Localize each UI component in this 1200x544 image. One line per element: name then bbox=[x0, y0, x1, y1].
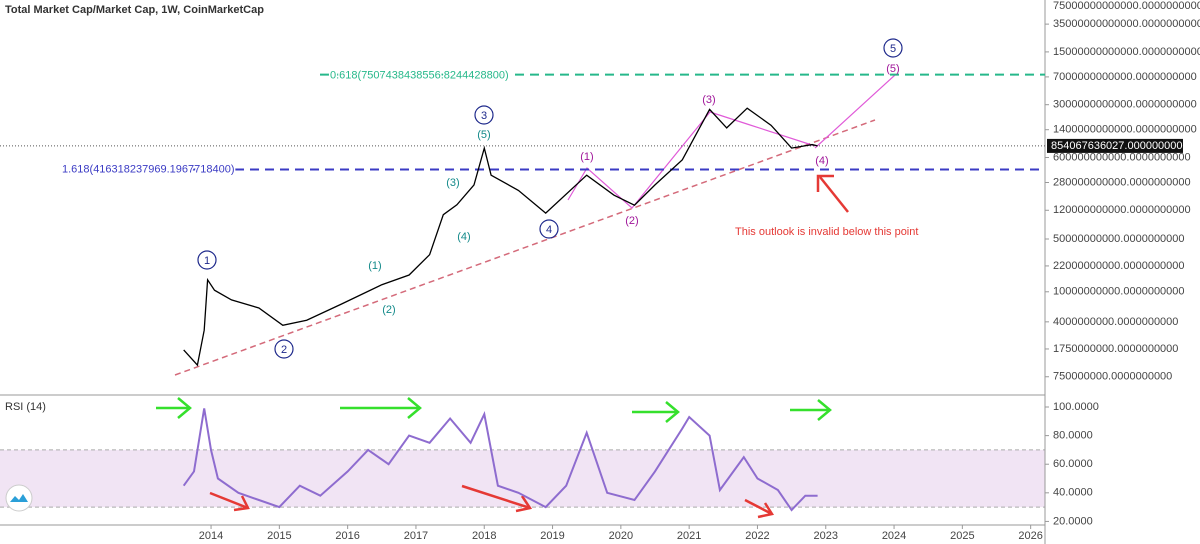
wave-label: (1) bbox=[368, 260, 381, 272]
red-arrow bbox=[816, 174, 849, 213]
red-arrows bbox=[209, 484, 775, 519]
wave-label: 5 bbox=[890, 43, 896, 55]
y-tick-label: 75000000000000.0000000000 bbox=[1053, 0, 1200, 12]
y-tick-label: 600000000000.0000000000 bbox=[1053, 151, 1191, 163]
y-tick-label: 3000000000000.0000000000 bbox=[1053, 99, 1197, 111]
x-tick-label: 2024 bbox=[882, 530, 906, 542]
y-tick-label: 280000000000.0000000000 bbox=[1053, 176, 1191, 188]
y-tick-label: 80.0000 bbox=[1053, 430, 1093, 442]
wave-label: (2) bbox=[382, 304, 395, 316]
y-tick-label: 100.0000 bbox=[1053, 401, 1099, 413]
wave-label: (3) bbox=[702, 94, 715, 106]
wave-label: (1) bbox=[580, 151, 593, 163]
y-tick-label: 40.0000 bbox=[1053, 487, 1093, 499]
last-price-box bbox=[1047, 138, 1183, 153]
x-tick-label: 2015 bbox=[267, 530, 291, 542]
x-tick-label: 2016 bbox=[335, 530, 359, 542]
y-tick-label: 60.0000 bbox=[1053, 458, 1093, 470]
y-tick-label: 35000000000000.0000000000 bbox=[1053, 18, 1200, 30]
wave-label: 3 bbox=[481, 110, 487, 122]
wave-label: 2 bbox=[281, 344, 287, 356]
green-arrows bbox=[156, 397, 832, 423]
y-tick-label: 750000000.0000000000 bbox=[1053, 371, 1172, 383]
wave-circle bbox=[197, 250, 217, 270]
level-label: 1.618(416318237969.1967718400) bbox=[62, 163, 235, 175]
y-tick-label: 1400000000000.0000000000 bbox=[1053, 124, 1197, 136]
x-tick-label: 2022 bbox=[745, 530, 769, 542]
wave-circle bbox=[883, 38, 903, 58]
last-price-label: 854067636027.0000000000 bbox=[1051, 140, 1189, 152]
chart-title: Total Market Cap/Market Cap, 1W, CoinMar… bbox=[5, 4, 264, 16]
wave-label: (2) bbox=[625, 215, 638, 227]
wave-line bbox=[567, 111, 816, 209]
wave-label: (5) bbox=[477, 129, 490, 141]
rsi-title: RSI (14) bbox=[5, 401, 46, 413]
x-tick-label: 2020 bbox=[609, 530, 633, 542]
y-tick-label: 120000000000.0000000000 bbox=[1053, 204, 1191, 216]
x-tick-label: 2023 bbox=[814, 530, 838, 542]
wave-label: (3) bbox=[446, 177, 459, 189]
x-tick-label: 2026 bbox=[1018, 530, 1042, 542]
rsi-line bbox=[182, 408, 818, 512]
y-tick-label: 4000000000.0000000000 bbox=[1053, 316, 1178, 328]
x-tick-label: 2018 bbox=[472, 530, 496, 542]
logo bbox=[5, 484, 33, 512]
y-tick-label: 50000000000.0000000000 bbox=[1053, 233, 1185, 245]
projection-line bbox=[814, 74, 896, 149]
note: This outlook is invalid below this point bbox=[735, 226, 918, 238]
trend-line bbox=[174, 119, 876, 376]
wave-label: 4 bbox=[546, 224, 552, 236]
x-tick-label: 2014 bbox=[199, 530, 223, 542]
y-tick-label: 15000000000000.0000000000 bbox=[1053, 46, 1200, 58]
y-tick-label: 20.0000 bbox=[1053, 515, 1093, 527]
level-label: 0.618(7507438438556.8244428800) bbox=[330, 70, 509, 82]
x-tick-label: 2017 bbox=[404, 530, 428, 542]
wave-circle bbox=[274, 339, 294, 359]
wave-label: (5) bbox=[886, 63, 899, 75]
y-tick-label: 1750000000.0000000000 bbox=[1053, 343, 1178, 355]
y-tick-label: 22000000000.0000000000 bbox=[1053, 260, 1185, 272]
x-tick-label: 2025 bbox=[950, 530, 974, 542]
y-tick-label: 7000000000000.0000000000 bbox=[1053, 71, 1197, 83]
x-tick-label: 2019 bbox=[540, 530, 564, 542]
x-tick-label: 2021 bbox=[677, 530, 701, 542]
wave-circle bbox=[539, 219, 559, 239]
price-line bbox=[183, 107, 818, 367]
y-tick-label: 10000000000.0000000000 bbox=[1053, 286, 1185, 298]
wave-label: (4) bbox=[457, 231, 470, 243]
wave-label: (4) bbox=[815, 155, 828, 167]
wave-circle bbox=[474, 105, 494, 125]
wave-label: 1 bbox=[204, 255, 210, 267]
